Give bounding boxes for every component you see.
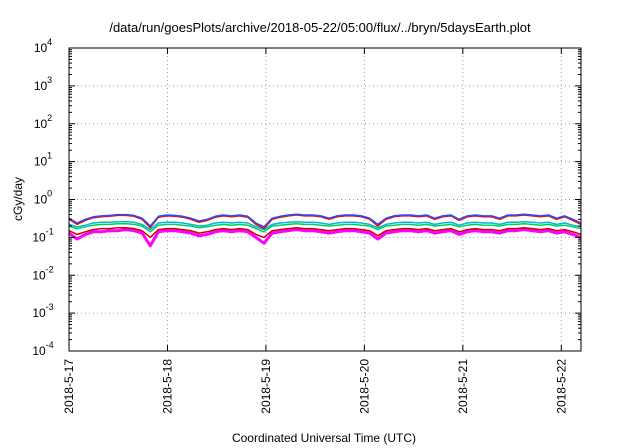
x-tick-label: 2018-5-22 xyxy=(554,359,568,414)
series-line-4 xyxy=(68,220,582,231)
y-tick-label: 10-3 xyxy=(32,302,53,320)
y-tick-label: 100 xyxy=(34,189,52,207)
y-tick-label: 10-1 xyxy=(32,226,53,244)
y-tick-label: 10-2 xyxy=(32,264,53,282)
y-tick-label: 102 xyxy=(34,113,52,131)
series-line-5 xyxy=(68,214,582,230)
series-line-6 xyxy=(68,213,582,228)
series-line-2 xyxy=(68,226,582,239)
y-tick-label: 101 xyxy=(34,151,52,169)
series-line-3 xyxy=(68,222,582,233)
chart-title: /data/run/goesPlots/archive/2018-05-22/0… xyxy=(109,20,531,35)
y-tick-labels: 10-4 10-3 10-2 10-1 100 101 102 103 104 xyxy=(32,37,53,358)
grid-lines xyxy=(69,48,581,351)
y-tick-label: 10-4 xyxy=(32,340,53,358)
series-line-1 xyxy=(68,228,582,248)
y-tick-label: 104 xyxy=(34,37,52,55)
y-axis-label: cGy/day xyxy=(11,177,25,221)
x-axis-label: Coordinated Universal Time (UTC) xyxy=(232,431,416,445)
x-tick-label: 2018-5-19 xyxy=(259,359,273,414)
x-tick-label: 2018-5-21 xyxy=(456,359,470,414)
x-tick-label: 2018-5-17 xyxy=(62,359,76,414)
x-tick-label: 2018-5-20 xyxy=(357,359,371,414)
series-lines xyxy=(68,213,582,248)
x-tick-label: 2018-5-18 xyxy=(160,359,174,414)
axis-ticks xyxy=(68,47,581,352)
x-tick-labels: 2018-5-17 2018-5-18 2018-5-19 2018-5-20 2018… xyxy=(62,359,568,414)
y-tick-label: 103 xyxy=(34,75,52,93)
